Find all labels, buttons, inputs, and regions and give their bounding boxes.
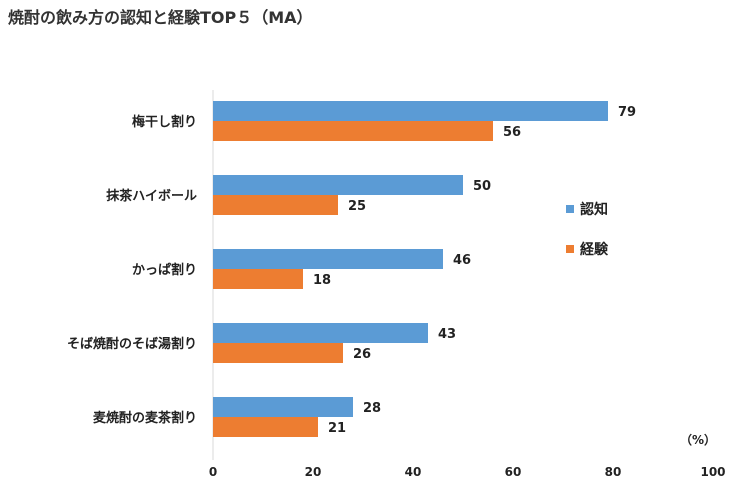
bar-experience-4 <box>213 417 318 437</box>
legend-swatch <box>566 245 574 253</box>
value-label: 56 <box>503 125 521 140</box>
category-label: 麦焼酎の麦茶割り <box>93 410 197 426</box>
x-tick-label: 0 <box>209 465 217 479</box>
value-label: 50 <box>473 179 491 194</box>
value-label: 25 <box>348 199 366 214</box>
value-label: 46 <box>453 253 471 268</box>
bar-experience-3 <box>213 343 343 363</box>
legend-swatch <box>566 205 574 213</box>
value-label: 26 <box>353 347 371 362</box>
legend-label: 認知 <box>580 201 608 218</box>
value-label: 18 <box>313 273 331 288</box>
legend-label: 経験 <box>580 241 609 258</box>
bar-awareness-3 <box>213 323 428 343</box>
value-label: 28 <box>363 401 381 416</box>
bars-group <box>213 101 608 437</box>
chart-title: 焼酎の飲み方の認知と経験TOP５（MA） <box>8 8 313 27</box>
x-tick-label: 20 <box>305 465 322 479</box>
value-label: 43 <box>438 327 456 342</box>
bar-experience-2 <box>213 269 303 289</box>
bar-awareness-4 <box>213 397 353 417</box>
unit-label: （%） <box>680 432 716 447</box>
bar-experience-1 <box>213 195 338 215</box>
x-tick-label: 100 <box>700 465 725 479</box>
category-label: 抹茶ハイボール <box>106 188 197 204</box>
bar-experience-0 <box>213 121 493 141</box>
value-label: 21 <box>328 421 346 436</box>
bar-awareness-1 <box>213 175 463 195</box>
x-tick-labels-group: 0 20 40 60 80 100 <box>209 465 726 479</box>
category-label: かっぱ割り <box>132 262 197 278</box>
x-tick-label: 80 <box>605 465 622 479</box>
bar-awareness-2 <box>213 249 443 269</box>
bar-awareness-0 <box>213 101 608 121</box>
x-tick-label: 60 <box>505 465 522 479</box>
category-label: そば焼酎のそば湯割り <box>67 336 197 352</box>
category-label: 梅干し割り <box>132 114 197 130</box>
value-labels-group: 79 56 50 25 46 18 43 26 28 21 <box>313 105 636 436</box>
value-label: 79 <box>618 105 636 120</box>
x-tick-label: 40 <box>405 465 422 479</box>
